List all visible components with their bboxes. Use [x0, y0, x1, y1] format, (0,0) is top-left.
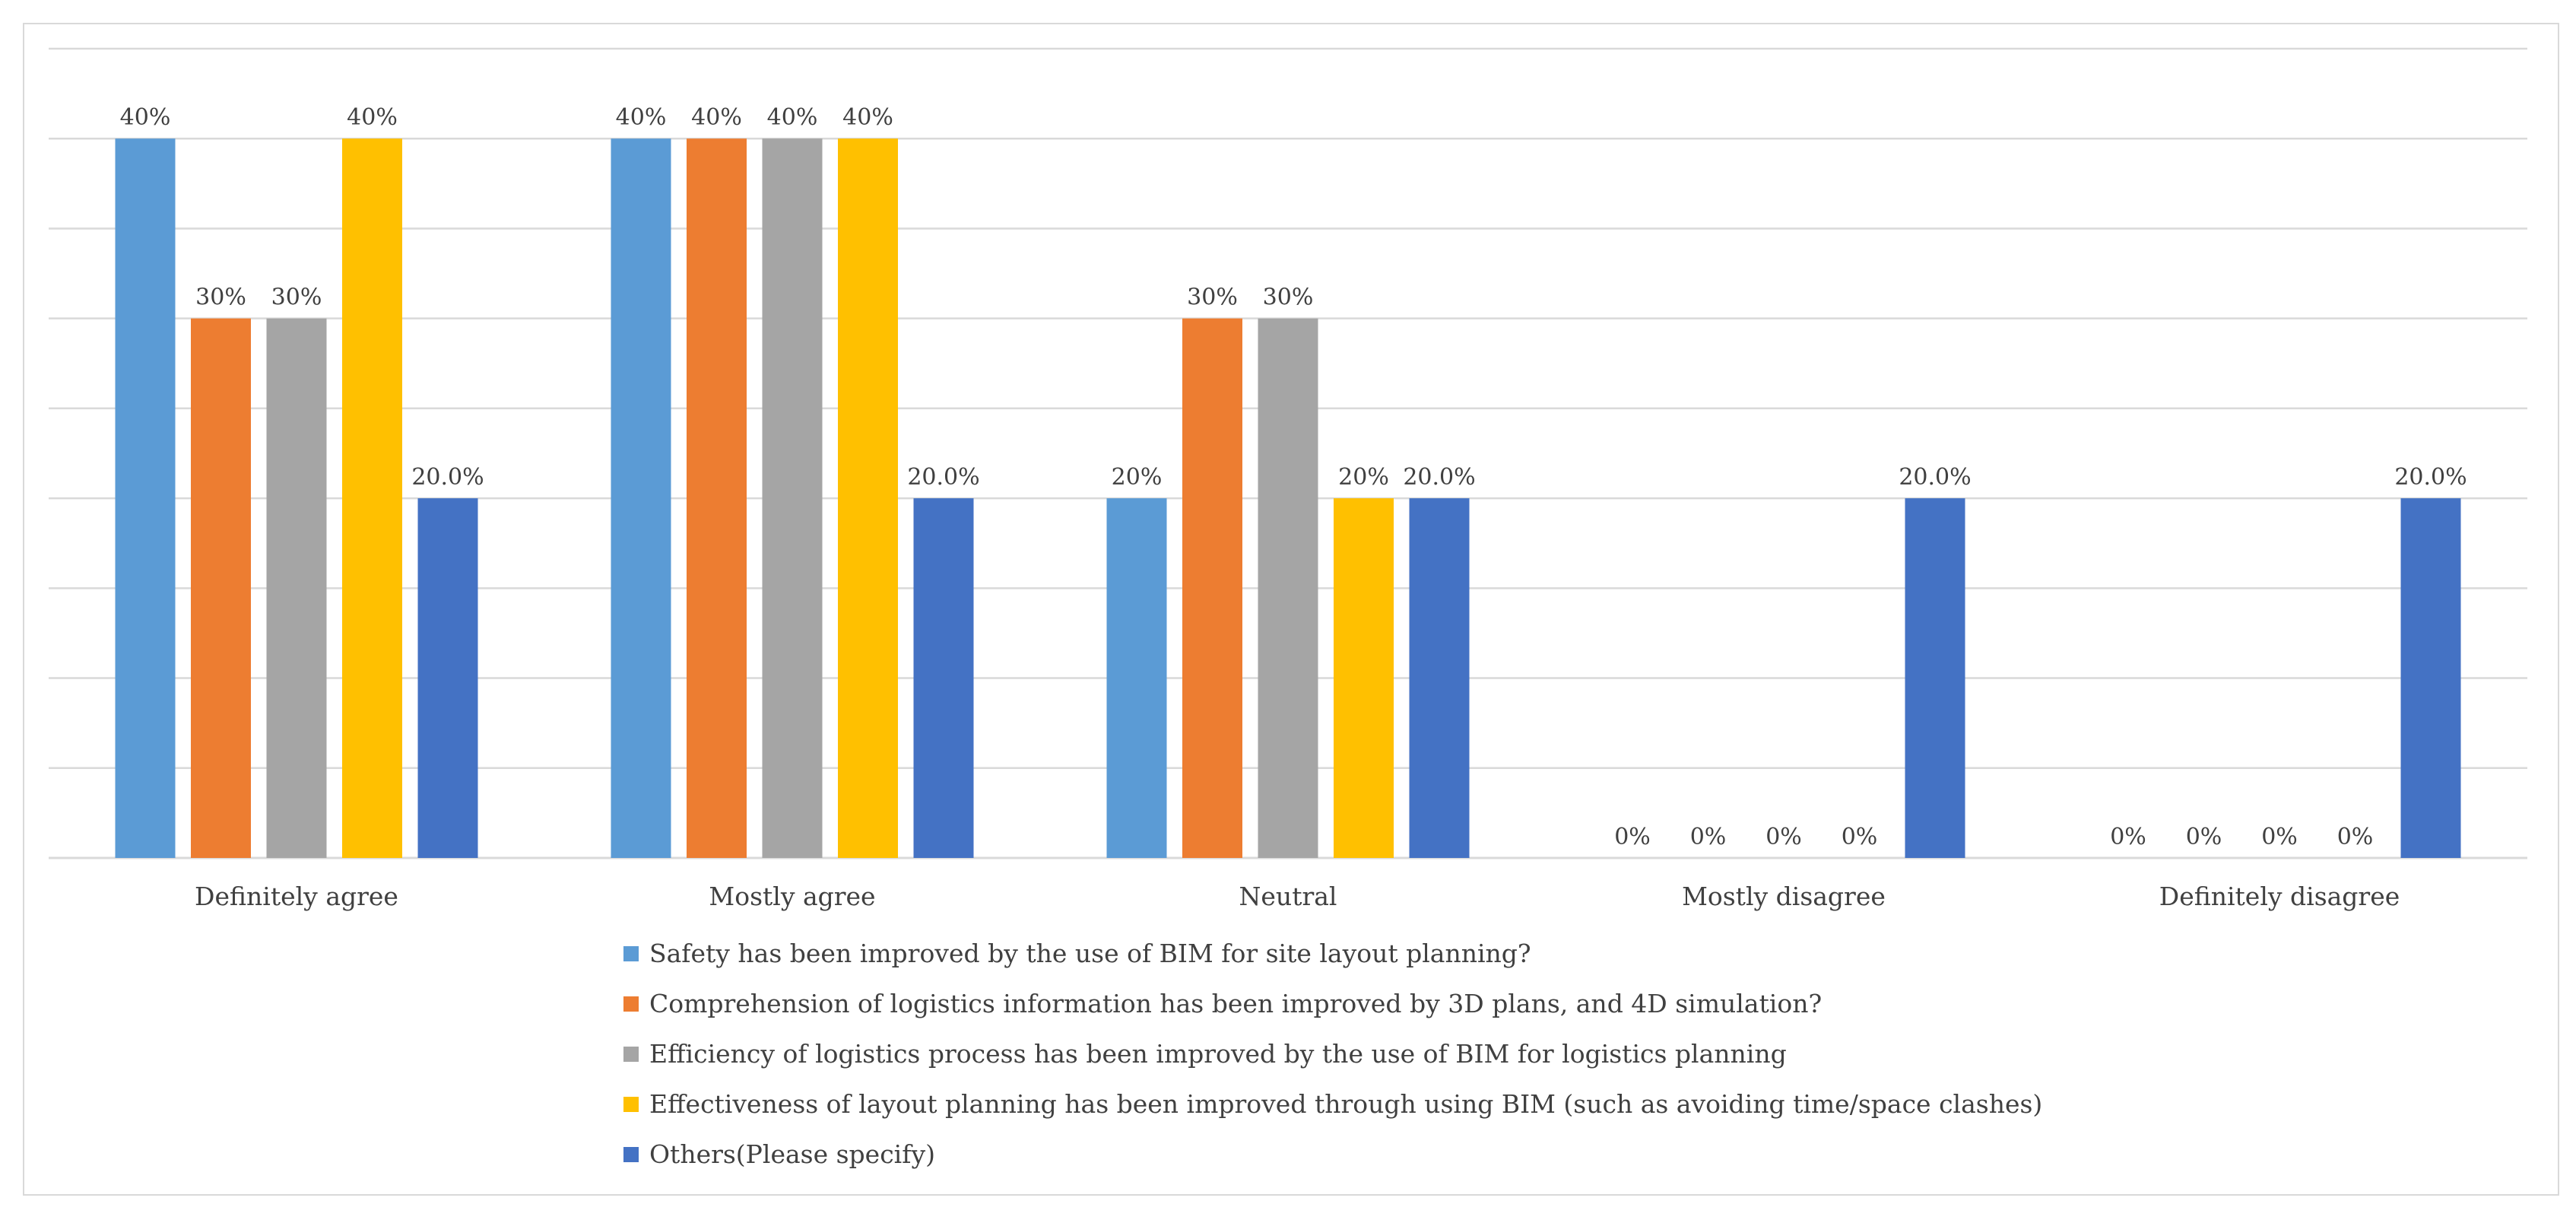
- bar: [1106, 498, 1167, 858]
- data-label: 20.0%: [2394, 464, 2467, 491]
- legend-swatch: [623, 946, 639, 961]
- legend-item: Others(Please specify): [623, 1139, 935, 1169]
- data-label: 40%: [767, 104, 818, 131]
- bar: [417, 498, 478, 858]
- data-label: 0%: [2186, 824, 2222, 850]
- category-label: Neutral: [1239, 882, 1337, 911]
- category-label: Mostly agree: [709, 882, 875, 911]
- legend: Safety has been improved by the use of B…: [623, 939, 2042, 1169]
- data-label: 40%: [347, 104, 398, 131]
- bar: [762, 138, 823, 858]
- bar: [611, 138, 671, 858]
- data-labels: 40% 30% 30% 40% 20.0% 40% 40% 40% 40% 20.0% 20% 30%…: [120, 104, 2467, 850]
- bar: [191, 318, 251, 859]
- legend-swatch: [623, 1047, 639, 1062]
- data-label: 40%: [842, 104, 893, 131]
- data-label: 0%: [2110, 824, 2146, 850]
- bars: [115, 138, 2461, 859]
- data-label: 30%: [1263, 284, 1314, 311]
- bar: [115, 138, 176, 858]
- category-label: Mostly disagree: [1682, 882, 1886, 911]
- data-label: 30%: [195, 284, 246, 311]
- legend-item: Effectiveness of layout planning has bee…: [623, 1089, 2042, 1119]
- bar: [1182, 318, 1242, 859]
- data-label: 0%: [1765, 824, 1802, 850]
- bar: [2400, 498, 2461, 858]
- legend-label: Others(Please specify): [649, 1139, 935, 1169]
- legend-swatch: [623, 1097, 639, 1112]
- data-label: 0%: [1690, 824, 1727, 850]
- data-label: 30%: [271, 284, 322, 311]
- bar: [342, 138, 402, 858]
- legend-swatch: [623, 1147, 639, 1162]
- data-label: 20.0%: [1403, 464, 1475, 491]
- data-label: 40%: [616, 104, 667, 131]
- data-label: 0%: [1614, 824, 1651, 850]
- bar: [838, 138, 898, 858]
- legend-swatch: [623, 996, 639, 1012]
- category-labels: Definitely agree Mostly agree Neutral Mostl…: [195, 882, 2400, 911]
- bar: [1258, 318, 1318, 859]
- legend-item: Efficiency of logistics process has been…: [623, 1039, 1787, 1069]
- data-label: 20%: [1112, 464, 1163, 491]
- bar: [913, 498, 974, 858]
- bar: [1334, 498, 1394, 858]
- data-label: 0%: [2261, 824, 2298, 850]
- chart-frame: 40% 30% 30% 40% 20.0% 40% 40% 40% 40% 20.0% 20% 30%…: [23, 23, 2559, 1196]
- data-label: 0%: [1842, 824, 1878, 850]
- category-label: Definitely agree: [195, 882, 398, 911]
- category-label: Definitely disagree: [2159, 882, 2400, 911]
- data-label: 20.0%: [907, 464, 979, 491]
- bar: [1905, 498, 1965, 858]
- data-label: 20%: [1338, 464, 1389, 491]
- legend-item: Comprehension of logistics information h…: [623, 989, 1822, 1018]
- legend-label: Efficiency of logistics process has been…: [649, 1039, 1787, 1069]
- data-label: 30%: [1187, 284, 1238, 311]
- data-label: 0%: [2337, 824, 2374, 850]
- legend-item: Safety has been improved by the use of B…: [623, 939, 1531, 968]
- bar: [266, 318, 327, 859]
- data-label: 40%: [691, 104, 742, 131]
- bar: [687, 138, 747, 858]
- legend-label: Comprehension of logistics information h…: [649, 989, 1822, 1018]
- legend-label: Safety has been improved by the use of B…: [649, 939, 1531, 968]
- data-label: 20.0%: [1899, 464, 1971, 491]
- bar-chart: 40% 30% 30% 40% 20.0% 40% 40% 40% 40% 20.0% 20% 30%…: [49, 47, 2527, 1169]
- bar: [1409, 498, 1470, 858]
- legend-label: Effectiveness of layout planning has bee…: [649, 1089, 2042, 1119]
- data-label: 40%: [120, 104, 171, 131]
- data-label: 20.0%: [411, 464, 484, 491]
